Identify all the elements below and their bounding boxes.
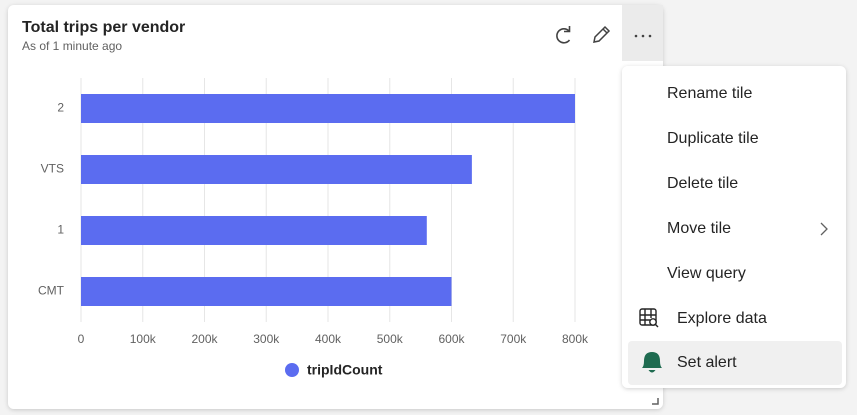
legend-swatch — [285, 363, 299, 377]
legend-label: tripIdCount — [307, 362, 383, 378]
resize-handle[interactable] — [652, 398, 659, 405]
more-icon — [634, 34, 652, 38]
x-tick-label: 200k — [191, 332, 218, 346]
menu-item[interactable]: Delete tile — [667, 175, 738, 192]
x-tick-label: 300k — [253, 332, 280, 346]
tile-title: Total trips per vendor — [22, 19, 185, 36]
edit-icon[interactable] — [593, 25, 611, 43]
y-tick-label: 1 — [57, 223, 64, 237]
x-tick-label: 700k — [500, 332, 527, 346]
menu-item[interactable]: Duplicate tile — [667, 130, 759, 147]
menu-hover — [628, 341, 842, 385]
x-tick-label: 400k — [315, 332, 342, 346]
y-tick-label: 2 — [57, 101, 64, 115]
submenu-chevron — [820, 222, 828, 236]
menu-item[interactable]: Rename tile — [667, 85, 752, 102]
tile-card — [8, 5, 663, 409]
bar — [81, 216, 427, 245]
context-menu: Rename tile Duplicate tile Delete tile M… — [622, 66, 846, 388]
menu-item[interactable]: Explore data — [677, 310, 767, 327]
bar — [81, 94, 575, 123]
x-tick-label: 800k — [562, 332, 589, 346]
bar — [81, 277, 452, 306]
y-tick-label: VTS — [41, 162, 64, 176]
menu-item[interactable]: Move tile — [667, 220, 731, 237]
x-tick-label: 0 — [78, 332, 85, 346]
bell-icon — [642, 352, 662, 373]
bar — [81, 155, 472, 184]
explore-icon — [639, 308, 659, 328]
x-tick-label: 100k — [130, 332, 157, 346]
refresh-icon[interactable] — [556, 26, 571, 44]
x-tick-label: 500k — [377, 332, 404, 346]
menu-item[interactable]: Set alert — [677, 354, 737, 371]
x-tick-label: 600k — [438, 332, 465, 346]
tile-subtitle: As of 1 minute ago — [22, 39, 122, 53]
menu-panel — [622, 66, 846, 388]
menu-item[interactable]: View query — [667, 265, 746, 282]
more-button[interactable] — [622, 5, 663, 61]
y-tick-label: CMT — [38, 284, 65, 298]
plot: 0100k200k300k400k500k600k700k800k900k2VT… — [38, 78, 651, 378]
